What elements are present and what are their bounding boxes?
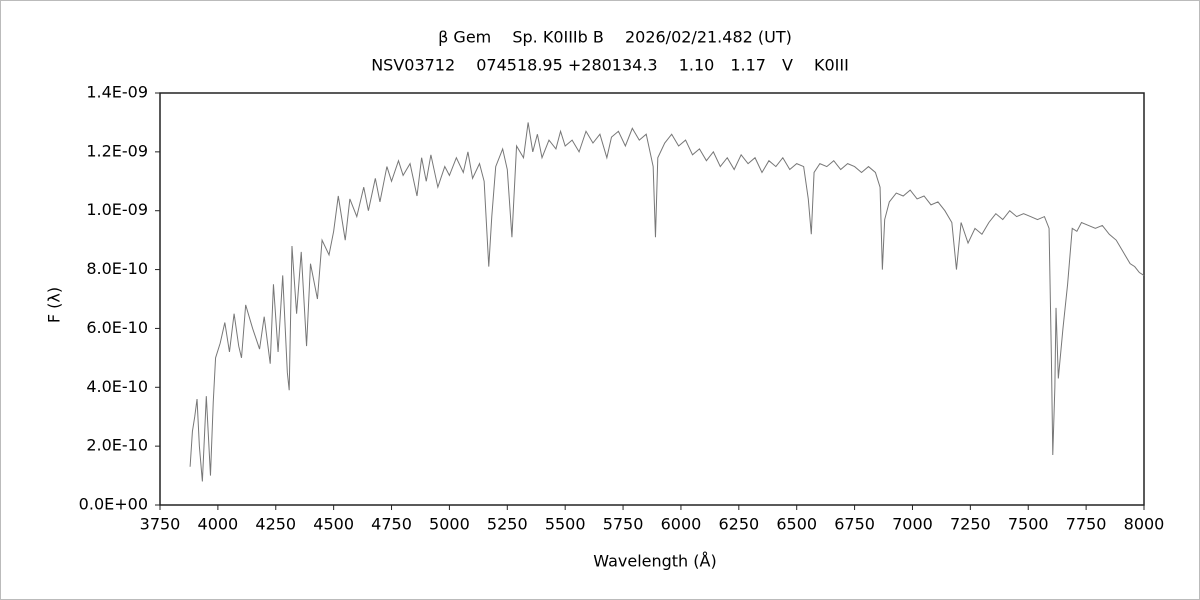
x-tick-label: 4250 [255, 515, 296, 534]
x-tick-label: 5250 [487, 515, 528, 534]
plot-area [159, 92, 1145, 506]
chart-title: β Gem Sp. K0IIIb B 2026/02/21.482 (UT) [438, 28, 792, 47]
y-tick-label: 4.0E-10 [86, 377, 148, 396]
y-tick-label: 2.0E-10 [86, 436, 148, 455]
x-tick-label: 5000 [429, 515, 470, 534]
x-tick-label: 4750 [371, 515, 412, 534]
x-tick-label: 7750 [1066, 515, 1107, 534]
x-tick-label: 3750 [140, 515, 181, 534]
x-tick-label: 4000 [198, 515, 239, 534]
y-tick-label: 1.4E-09 [86, 83, 148, 102]
y-tick-label: 0.0E+00 [79, 495, 148, 514]
y-axis-label: F (λ) [45, 287, 64, 323]
x-tick-label: 8000 [1124, 515, 1165, 534]
x-tick-label: 7000 [892, 515, 933, 534]
x-tick-label: 7250 [950, 515, 991, 534]
x-tick-label: 6500 [776, 515, 817, 534]
y-tick-label: 1.2E-09 [86, 141, 148, 160]
y-tick-label: 6.0E-10 [86, 318, 148, 337]
chart-subtitle: NSV03712 074518.95 +280134.3 1.10 1.17 V… [371, 56, 849, 75]
x-tick-label: 6250 [718, 515, 759, 534]
x-tick-label: 7500 [1008, 515, 1049, 534]
x-tick-label: 6000 [661, 515, 702, 534]
y-tick-label: 8.0E-10 [86, 259, 148, 278]
x-tick-label: 5750 [603, 515, 644, 534]
y-tick-label: 1.0E-09 [86, 200, 148, 219]
spectrum-line [189, 122, 1145, 482]
x-tick-label: 6750 [834, 515, 875, 534]
x-tick-label: 5500 [545, 515, 586, 534]
x-axis-label: Wavelength (Å) [593, 552, 716, 571]
x-tick-label: 4500 [313, 515, 354, 534]
